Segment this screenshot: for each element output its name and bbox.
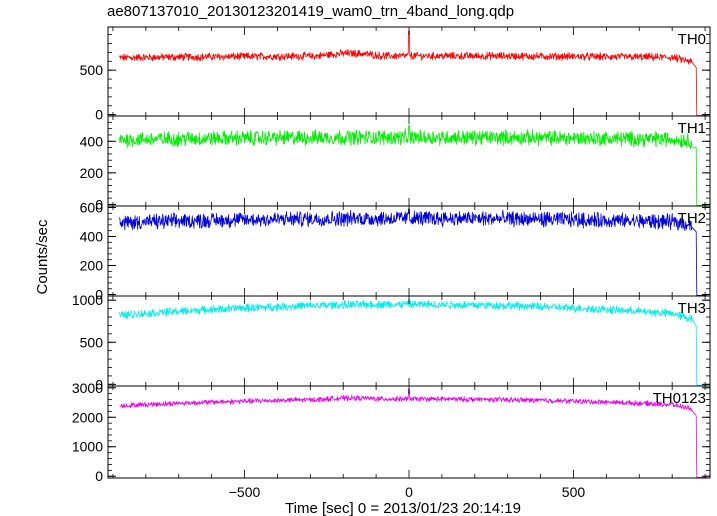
- y-tick-label: 0: [95, 468, 103, 484]
- series-line-th2: [119, 208, 707, 296]
- y-tick-label: 0: [95, 287, 103, 303]
- y-tick-label: 0: [95, 376, 103, 392]
- series-label-th2: TH2: [678, 210, 706, 227]
- y-tick-label: 400: [80, 228, 104, 244]
- panel-frame-th0: [107, 26, 711, 117]
- series-label-th0123: TH0123: [653, 390, 706, 407]
- x-tick-label: 500: [562, 484, 586, 500]
- y-tick-label: 200: [80, 258, 104, 274]
- y-tick-label: 500: [80, 62, 104, 78]
- y-tick-label: 400: [80, 133, 104, 149]
- y-tick-label: 0: [95, 107, 103, 123]
- panel-frame-th0123: [107, 385, 711, 479]
- series-label-th1: TH1: [678, 120, 706, 137]
- series-line-th0123: [119, 388, 707, 478]
- y-tick-label: 0: [95, 196, 103, 212]
- x-axis-label: Time [sec] 0 = 2013/01/23 20:14:19: [285, 500, 521, 516]
- y-tick-label: 600: [80, 199, 104, 215]
- y-tick-label: 1000: [72, 439, 103, 455]
- y-tick-label: 3000: [72, 380, 103, 396]
- chart-title: ae807137010_20130123201419_wam0_trn_4ban…: [107, 3, 515, 20]
- series-line-th3: [119, 299, 707, 386]
- series-line-th1: [119, 125, 707, 206]
- series-label-th0: TH0: [678, 31, 706, 48]
- y-tick-label: 2000: [72, 409, 103, 425]
- series-label-th3: TH3: [678, 300, 706, 317]
- y-tick-label: 1000: [72, 292, 103, 308]
- x-tick-label: 0: [405, 484, 413, 500]
- y-tick-label: 200: [80, 165, 104, 181]
- panel-frame-th1: [107, 115, 711, 207]
- series-line-th0: [119, 30, 707, 116]
- y-tick-label: 500: [80, 334, 104, 350]
- x-tick-label: −500: [229, 484, 261, 500]
- y-axis-label: Counts/sec: [34, 219, 51, 295]
